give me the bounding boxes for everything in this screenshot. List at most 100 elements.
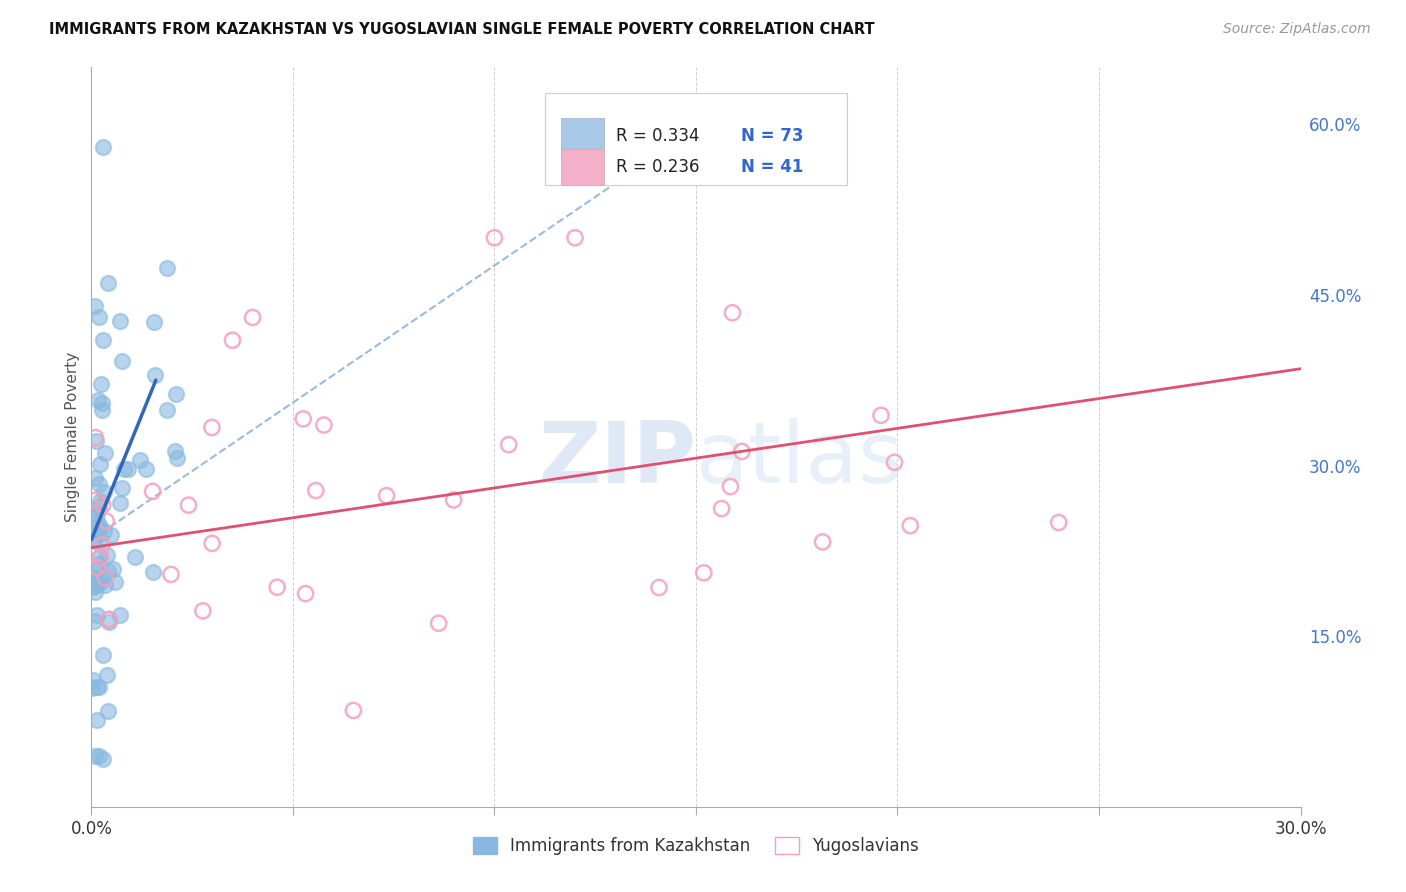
Point bbox=[89, 549, 111, 563]
Point bbox=[266, 580, 288, 594]
Point bbox=[484, 231, 506, 245]
Point bbox=[89, 500, 111, 514]
Point bbox=[342, 703, 364, 717]
Point bbox=[156, 261, 179, 276]
Point bbox=[898, 518, 921, 533]
Text: atlas: atlas bbox=[696, 417, 904, 500]
Point bbox=[143, 315, 166, 329]
Point bbox=[564, 231, 586, 245]
Point bbox=[242, 310, 264, 325]
Point bbox=[83, 510, 105, 524]
Point bbox=[100, 528, 122, 542]
Point bbox=[811, 534, 834, 549]
Point bbox=[82, 581, 104, 595]
Legend: Immigrants from Kazakhstan, Yugoslavians: Immigrants from Kazakhstan, Yugoslavians bbox=[467, 830, 925, 862]
Point bbox=[84, 749, 107, 764]
Point bbox=[83, 534, 105, 549]
Text: Source: ZipAtlas.com: Source: ZipAtlas.com bbox=[1223, 22, 1371, 37]
Point bbox=[91, 403, 114, 417]
Point bbox=[97, 564, 120, 578]
Point bbox=[89, 573, 111, 587]
Point bbox=[128, 453, 150, 467]
Point bbox=[84, 576, 107, 591]
Point bbox=[294, 587, 316, 601]
Point bbox=[86, 713, 108, 727]
Point bbox=[201, 536, 224, 550]
Point bbox=[98, 615, 121, 629]
Point bbox=[201, 420, 224, 434]
Y-axis label: Single Female Poverty: Single Female Poverty bbox=[65, 352, 80, 522]
Point bbox=[721, 306, 744, 320]
Point bbox=[87, 534, 110, 549]
Point bbox=[1047, 516, 1070, 530]
Point bbox=[83, 614, 105, 628]
Point bbox=[91, 538, 114, 552]
Point bbox=[375, 489, 398, 503]
Point bbox=[96, 277, 118, 291]
Point bbox=[87, 576, 110, 591]
Point bbox=[94, 446, 117, 460]
Point bbox=[160, 567, 183, 582]
Point bbox=[83, 585, 105, 599]
Point bbox=[870, 409, 893, 423]
Point bbox=[89, 457, 111, 471]
Point bbox=[110, 481, 132, 495]
Text: R = 0.236: R = 0.236 bbox=[616, 158, 700, 176]
Point bbox=[93, 524, 115, 539]
Point bbox=[93, 139, 115, 153]
Point bbox=[84, 431, 107, 445]
Text: R = 0.334: R = 0.334 bbox=[616, 127, 700, 145]
Point bbox=[312, 418, 335, 433]
Point bbox=[97, 704, 120, 718]
Point bbox=[84, 299, 107, 313]
Point bbox=[90, 376, 112, 391]
Point bbox=[103, 561, 125, 575]
Point bbox=[84, 493, 107, 508]
Point bbox=[93, 333, 115, 347]
Point bbox=[86, 608, 108, 623]
Point bbox=[87, 516, 110, 530]
Point bbox=[177, 498, 200, 512]
Point bbox=[305, 483, 328, 498]
Point bbox=[89, 749, 111, 764]
Point bbox=[93, 485, 115, 500]
Point bbox=[86, 560, 108, 574]
Point bbox=[96, 668, 118, 682]
Point bbox=[142, 565, 165, 579]
Point bbox=[427, 616, 450, 631]
Point bbox=[86, 563, 108, 577]
Point bbox=[710, 501, 733, 516]
Point bbox=[84, 571, 107, 585]
Text: N = 73: N = 73 bbox=[741, 127, 803, 145]
Point bbox=[110, 607, 132, 622]
Point bbox=[145, 368, 167, 382]
Point bbox=[124, 549, 146, 564]
Point bbox=[89, 493, 111, 508]
Point bbox=[97, 612, 120, 626]
Point bbox=[117, 462, 139, 476]
Point bbox=[93, 752, 115, 766]
Point bbox=[84, 434, 107, 449]
Point bbox=[87, 680, 110, 694]
Point bbox=[110, 495, 132, 509]
Point bbox=[108, 313, 131, 327]
FancyBboxPatch shape bbox=[561, 118, 605, 153]
Point bbox=[82, 673, 104, 687]
Point bbox=[165, 387, 187, 401]
Point bbox=[87, 477, 110, 491]
Point bbox=[94, 578, 117, 592]
Point bbox=[96, 514, 118, 528]
Point bbox=[883, 455, 905, 469]
Point bbox=[82, 681, 104, 696]
Point bbox=[98, 613, 121, 627]
Point bbox=[84, 471, 107, 485]
Point bbox=[84, 578, 107, 592]
Point bbox=[720, 480, 742, 494]
Point bbox=[110, 353, 132, 368]
Point bbox=[89, 310, 111, 325]
Point bbox=[89, 550, 111, 565]
Point bbox=[91, 648, 114, 662]
Point bbox=[443, 493, 465, 508]
Point bbox=[91, 498, 114, 512]
Point bbox=[693, 566, 716, 580]
